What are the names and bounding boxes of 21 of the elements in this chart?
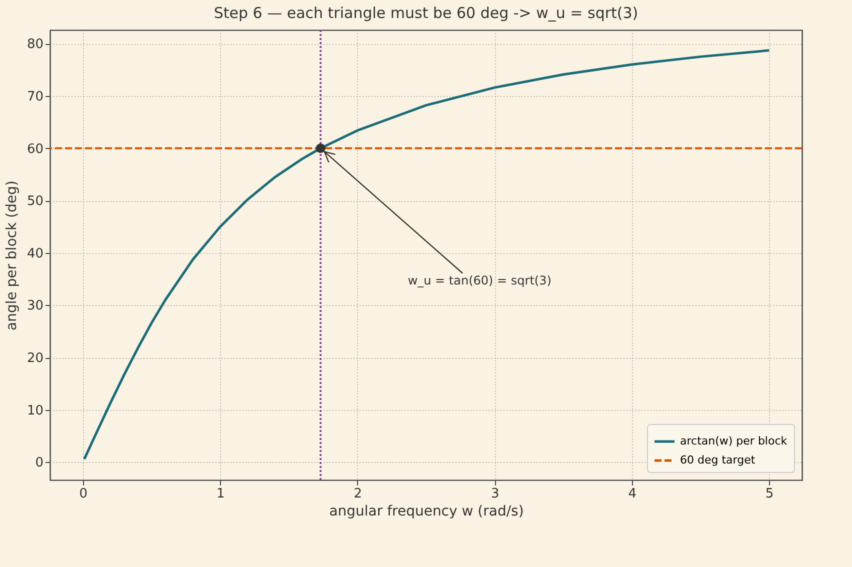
- x-tick-label: 5: [765, 486, 774, 502]
- y-tick-label: 0: [35, 456, 44, 471]
- x-tick-label: 0: [79, 486, 88, 502]
- y-tick-label: 60: [26, 142, 44, 157]
- x-tick-label: 2: [354, 486, 362, 502]
- x-tick-label: 3: [490, 486, 500, 502]
- legend-label: arctan(w) per block: [680, 434, 788, 448]
- y-tick-label: 30: [26, 298, 44, 314]
- legend-label: 60 deg target: [680, 454, 756, 466]
- x-tick-label: 1: [216, 486, 225, 502]
- x-axis-title: angular frequency w (rad/s): [329, 504, 524, 520]
- y-tick-label: 80: [26, 37, 44, 52]
- y-tick-label: 20: [26, 351, 44, 366]
- chart-title: Step 6 — each triangle must be 60 deg -> w_u = sqrt(3): [214, 4, 638, 22]
- y-tick-label: 40: [26, 246, 44, 262]
- x-tick-label: 4: [628, 486, 636, 502]
- y-axis-title: angle per block (deg): [4, 180, 20, 330]
- y-tick-label: 70: [26, 89, 44, 104]
- y-tick-label: 10: [26, 403, 44, 418]
- y-tick-label: 50: [26, 194, 44, 210]
- annotation: w_u = tan(60) = sqrt(3): [408, 273, 552, 288]
